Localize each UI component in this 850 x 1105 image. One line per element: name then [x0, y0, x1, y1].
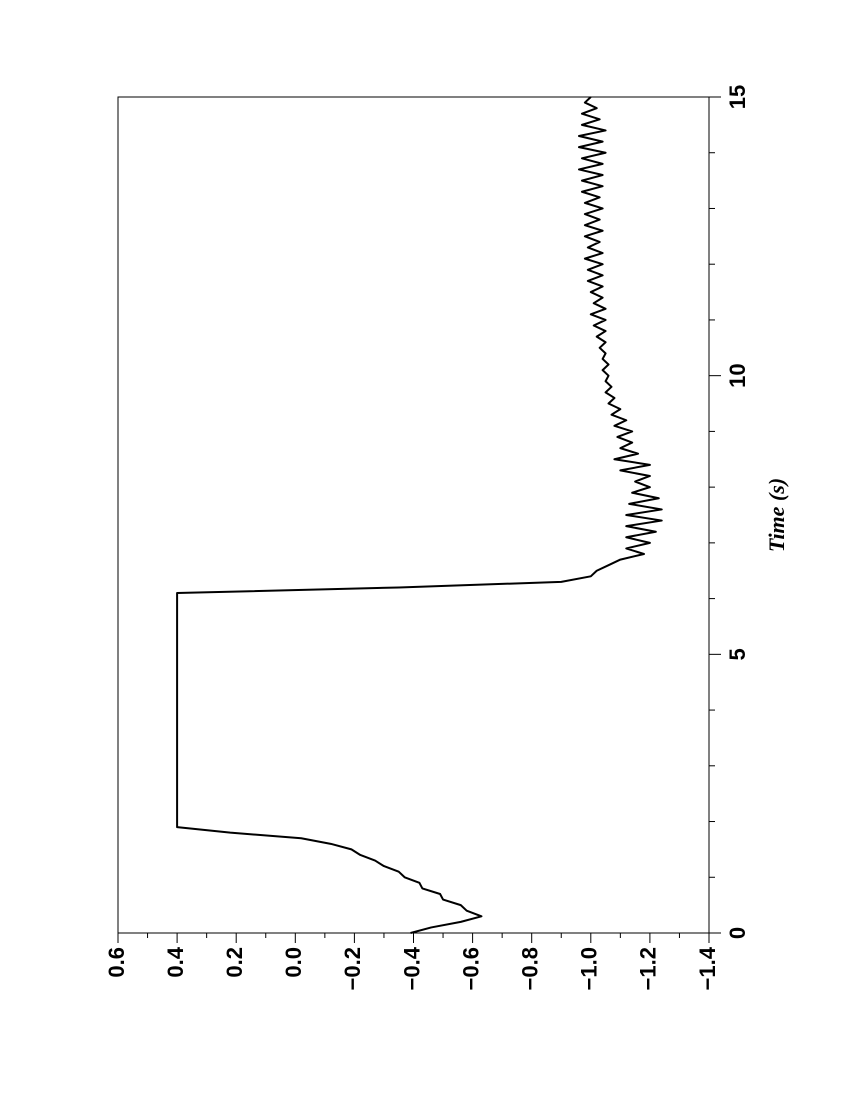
y-tick-label: −1.2 — [636, 947, 661, 990]
y-tick-label: −0.6 — [458, 947, 483, 990]
plot-frame — [117, 96, 710, 934]
y-tick-label: 0.6 — [104, 947, 129, 978]
data-line — [176, 96, 663, 934]
plot-area: Time (s) 0.6 0.4 0.2 0.0 −0.2 −0.4 −0.6 −0.8 −1.… — [104, 85, 789, 991]
y-tick-label: −0.2 — [340, 947, 365, 990]
y-tick-label: −1.0 — [577, 947, 602, 990]
x-axis-title: Time (s) — [764, 478, 789, 552]
y-tick-label: 0.4 — [163, 946, 188, 977]
x-tick-label: 5 — [725, 648, 750, 660]
x-tick-label: 0 — [725, 927, 750, 939]
x-tick-label: 10 — [725, 363, 750, 387]
y-tick-label: −0.4 — [399, 946, 424, 990]
y-tick-label: −1.4 — [695, 946, 720, 990]
x-tick-label: 15 — [725, 85, 750, 109]
y-tick-label: 0.0 — [281, 947, 306, 978]
y-tick-label: 0.2 — [222, 947, 247, 978]
y-tick-label: −0.8 — [518, 947, 543, 990]
